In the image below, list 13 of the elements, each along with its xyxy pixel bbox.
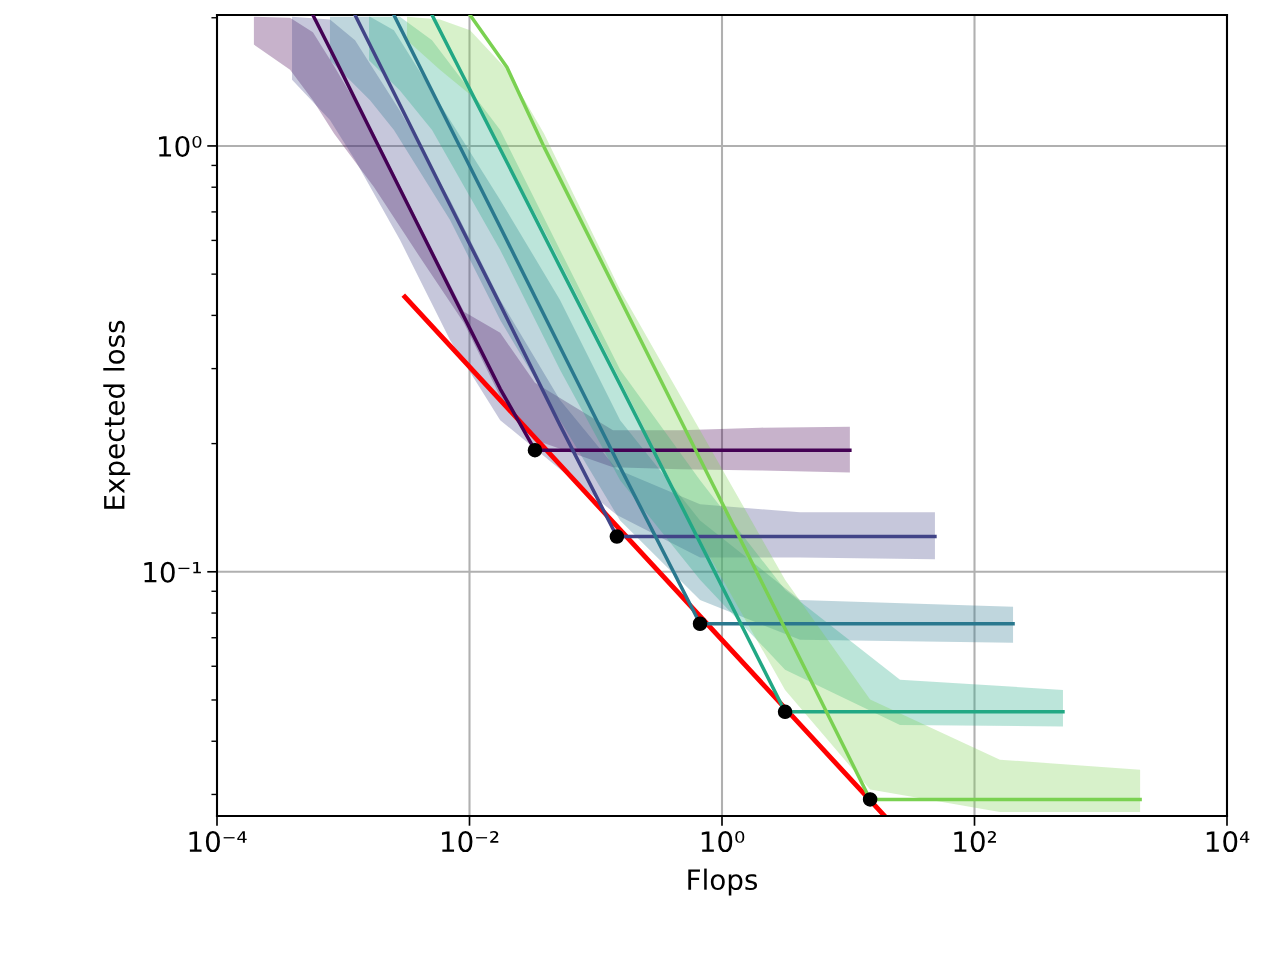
point <box>777 704 793 720</box>
x-axis-title: Flops <box>688 868 758 896</box>
point <box>862 792 878 807</box>
point <box>692 616 708 632</box>
x-tick-label: 10⁻⁴ <box>189 831 247 853</box>
x-tick-label: 10⁴ <box>1206 831 1250 853</box>
x-tick-label: 10⁰ <box>701 831 745 853</box>
x-tick-label: 10² <box>954 831 996 853</box>
point <box>527 442 543 458</box>
y-tick-label: 10⁻¹ <box>144 561 201 583</box>
y-axis-title: Expected loss <box>103 320 131 509</box>
point <box>609 529 625 544</box>
x-tick-label: 10⁻² <box>441 831 499 853</box>
